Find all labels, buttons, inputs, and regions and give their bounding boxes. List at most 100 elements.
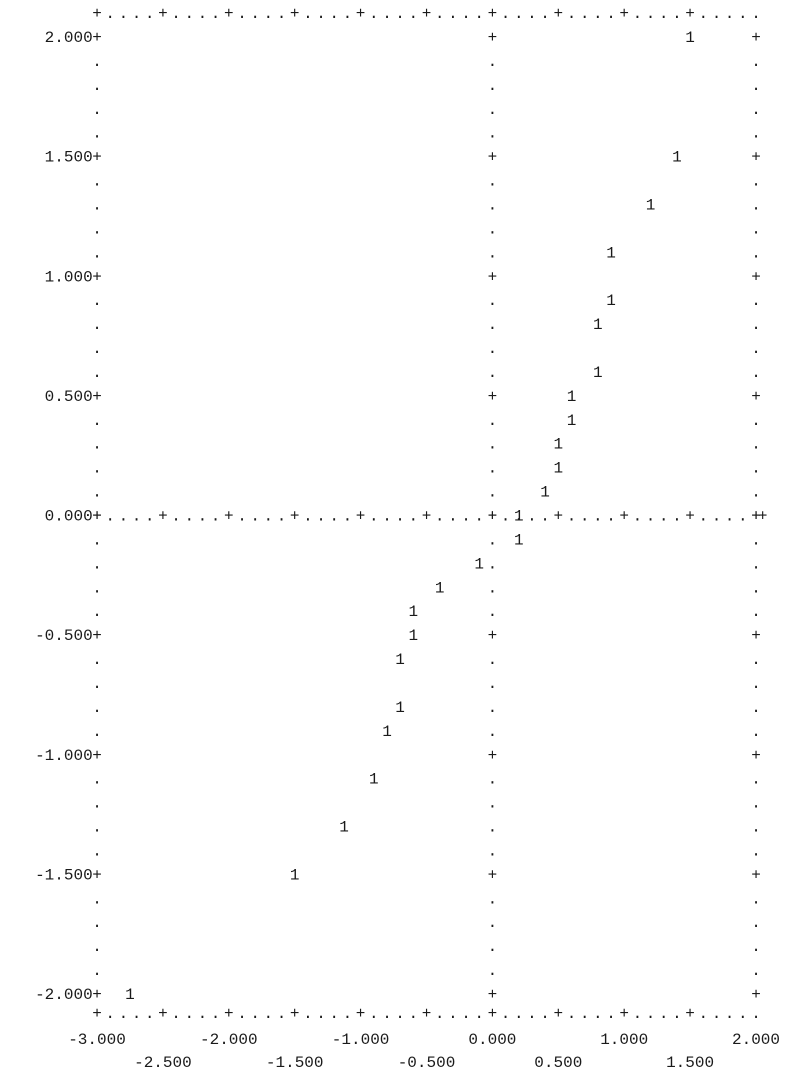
frame-right-edge-dot: . (751, 699, 761, 717)
zero-line-horizontal-dot: . (540, 508, 550, 526)
zero-line-vertical-dot: . (488, 340, 498, 358)
zero-line-vertical-dot: . (488, 579, 498, 597)
y-tick-mark: + (92, 627, 102, 645)
frame-bottom-edge-dot: . (343, 1005, 353, 1023)
zero-line-horizontal-dot: . (316, 508, 326, 526)
zero-line-vertical-tick: + (488, 627, 498, 645)
frame-bottom-edge-end: . (751, 1005, 761, 1023)
zero-line-horizontal-dot: . (474, 508, 484, 526)
zero-line-horizontal-tick: + (619, 508, 629, 526)
frame-top-edge-dot: . (132, 5, 142, 23)
frame-right-edge-tick: + (751, 149, 761, 167)
frame-right-edge-dot: . (751, 890, 761, 908)
zero-line-horizontal-dot: . (712, 508, 722, 526)
y-tick-label: 2.000 (45, 29, 93, 47)
frame-right-edge-dot: . (751, 651, 761, 669)
frame-bottom-edge-dot: . (448, 1005, 458, 1023)
zero-line-horizontal-tick: + (422, 508, 432, 526)
data-point: 1 (408, 603, 418, 621)
frame-left-edge-dot: . (92, 244, 102, 262)
data-point: 1 (672, 149, 682, 167)
zero-line-vertical-dot: . (488, 125, 498, 143)
x-tick-label: 0.000 (468, 1031, 516, 1049)
frame-right-edge-dot: . (751, 125, 761, 143)
frame-left-edge-dot: . (92, 460, 102, 478)
frame-right-edge-dot: . (751, 173, 761, 191)
frame-left-edge-dot: . (92, 101, 102, 119)
zero-line-vertical-dot: . (488, 412, 498, 430)
zero-line-vertical-tick: + (488, 986, 498, 1004)
y-tick-mark: + (92, 29, 102, 47)
frame-top-edge-dot: . (712, 5, 722, 23)
data-point: 1 (339, 819, 349, 837)
frame-right-edge-dot: . (751, 843, 761, 861)
frame-right-edge-dot: . (751, 364, 761, 382)
zero-line-vertical-dot: . (488, 460, 498, 478)
zero-line-horizontal-dot: . (408, 508, 418, 526)
frame-left-edge-dot: . (92, 197, 102, 215)
zero-line-horizontal-dot: . (211, 508, 221, 526)
y-tick-label: -0.500 (35, 627, 93, 645)
frame-bottom-edge-dot: . (145, 1005, 155, 1023)
y-tick-label: -1.000 (35, 747, 93, 765)
frame-bottom-edge-tick: + (224, 1005, 234, 1023)
frame-top-edge-tick: + (685, 5, 695, 23)
data-point: 1 (567, 388, 577, 406)
frame-top-edge-dot: . (606, 5, 616, 23)
zero-line-horizontal-dot: . (698, 508, 708, 526)
y-axis-tick-labels: 2.000 +1.500 +1.000 +0.500 +0.000 +-0.500 +-1.… (35, 29, 102, 1004)
zero-line-vertical-dot: . (488, 795, 498, 813)
frame-left-edge-dot: . (92, 125, 102, 143)
frame-bottom-edge-dot: . (672, 1005, 682, 1023)
frame-bottom-edge-dot: . (171, 1005, 181, 1023)
frame-top-edge-tick: + (488, 5, 498, 23)
data-point: 1 (685, 29, 695, 47)
frame-left-edge-dot: . (92, 484, 102, 502)
frame-right-edge-dot: . (751, 795, 761, 813)
frame-bottom-edge-dot: . (316, 1005, 326, 1023)
zero-line-vertical-tick: + (488, 268, 498, 286)
zero-line-vertical-dot: . (488, 531, 498, 549)
zero-line-horizontal-dot: . (567, 508, 577, 526)
frame-left-edge-dot: . (92, 316, 102, 334)
zero-line-horizontal-tick: + (290, 508, 300, 526)
y-tick-mark: + (92, 986, 102, 1004)
frame-left-edge-dot: . (92, 914, 102, 932)
frame-left-edge-dot: . (92, 412, 102, 430)
frame-bottom-edge-dot: . (382, 1005, 392, 1023)
data-point: 1 (593, 316, 603, 334)
zero-line-horizontal-dot: . (725, 508, 735, 526)
frame-top-edge-dot: . (501, 5, 511, 23)
zero-line-vertical-dot: . (488, 77, 498, 95)
x-axis-tick-labels: -3.000 -2.000 -1.000 0.000 1.000 2.000 -2.500 -… (68, 1031, 780, 1072)
zero-line-vertical-dot: . (488, 436, 498, 454)
frame-top-edge-dot: . (738, 5, 748, 23)
zero-line-horizontal-dot: . (145, 508, 155, 526)
frame-bottom-edge-dot: . (303, 1005, 313, 1023)
frame-top-edge-dot: . (527, 5, 537, 23)
frame-right-edge-tick: + (751, 747, 761, 765)
frame-left-edge-dot: . (92, 890, 102, 908)
data-point: 1 (395, 651, 405, 669)
frame-top-edge-dot: . (343, 5, 353, 23)
frame-top-edge-dot: . (184, 5, 194, 23)
frame-bottom-edge-dot: . (395, 1005, 405, 1023)
y-tick-mark: + (92, 388, 102, 406)
data-point: 1 (646, 197, 656, 215)
zero-line-horizontal-end: + (758, 508, 768, 526)
frame-left-edge-dot: . (92, 292, 102, 310)
frame-top-edge-dot: . (408, 5, 418, 23)
frame-bottom-edge-dot: . (184, 1005, 194, 1023)
frame-bottom-edge-dot: . (435, 1005, 445, 1023)
zero-line-horizontal-dot: . (580, 508, 590, 526)
frame-left-edge-dot: . (92, 843, 102, 861)
zero-line-horizontal-dot: . (448, 508, 458, 526)
zero-line-horizontal-tick: + (92, 508, 102, 526)
frame-bottom-edge-tick: + (422, 1005, 432, 1023)
data-point: 1 (382, 723, 392, 741)
x-tick-label: 2.000 (732, 1031, 780, 1049)
frame-bottom-edge-dot: . (593, 1005, 603, 1023)
frame-right-edge-dot: . (751, 819, 761, 837)
zero-line-horizontal-dot: . (633, 508, 643, 526)
